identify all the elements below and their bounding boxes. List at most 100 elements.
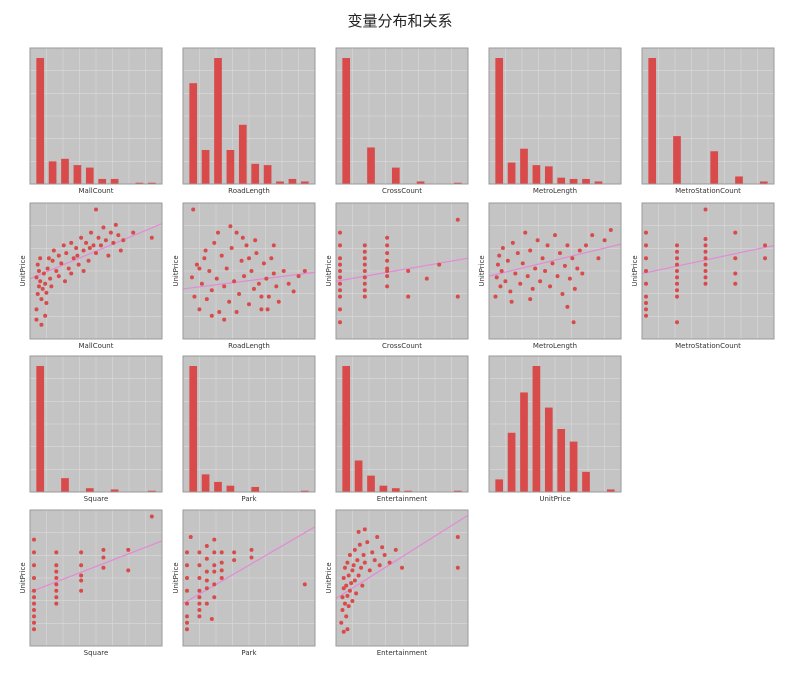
scatter-point [44, 290, 49, 295]
scatter-point [362, 249, 367, 254]
scatter-point [197, 601, 202, 606]
scatter-point [79, 235, 84, 240]
scatter-point [79, 588, 84, 593]
scatter-point [98, 243, 103, 248]
scatter-point [385, 243, 390, 248]
scatter-point [224, 266, 229, 271]
scatter-point [338, 262, 342, 267]
scatter-point [274, 284, 279, 289]
scatter-point [367, 568, 372, 573]
scatter-point [567, 276, 572, 281]
scatter-point [121, 238, 126, 243]
scatter-point [39, 322, 44, 327]
scatter-point [515, 251, 520, 256]
scatter-point [54, 269, 59, 273]
scatter-point [81, 248, 86, 253]
scatter-point [340, 595, 345, 600]
histogram-bar [582, 471, 590, 492]
scatter-point [49, 284, 54, 289]
scatter-point [43, 281, 48, 286]
scatter-point [347, 588, 352, 593]
scatter-point [644, 269, 648, 273]
scatter-point [51, 248, 56, 253]
scatter-point [214, 276, 219, 281]
scatter-point [565, 304, 570, 309]
scatter-point [251, 286, 256, 291]
scatter-point [377, 563, 382, 568]
histogram-bar [214, 58, 222, 184]
histogram-bar [342, 366, 351, 492]
scatter-point [528, 248, 533, 253]
panel-frame [335, 355, 469, 493]
scatter-point [54, 576, 59, 580]
histogram-bar [495, 58, 504, 184]
histogram-bar [201, 474, 210, 492]
scatter-point [357, 542, 362, 547]
scatter-point [608, 228, 613, 233]
scatter-point [338, 320, 342, 325]
scatter-point [455, 217, 460, 222]
panel-frame [488, 355, 622, 493]
scatter-point [455, 565, 460, 570]
scatter-point [530, 286, 535, 291]
regression-line [29, 540, 163, 593]
scatter-point [212, 582, 217, 587]
histogram-bar [36, 366, 45, 492]
scatter-point [562, 263, 567, 268]
hist-crosscount-panel: CrossCount [335, 47, 469, 195]
scatter-point [733, 271, 738, 276]
histogram-bar [189, 366, 198, 492]
histogram-bar [110, 489, 119, 492]
scatter-point [126, 568, 131, 573]
histogram-bar [226, 149, 235, 184]
scatter-point [94, 251, 98, 256]
panel-frame [335, 47, 469, 185]
scatter-point [338, 230, 342, 235]
panel-frame [29, 355, 163, 493]
regression-line [335, 514, 469, 599]
scatter-point [32, 595, 36, 600]
scatter-point [54, 563, 59, 568]
scatter-point [69, 271, 74, 276]
scatter-point [703, 249, 708, 254]
scatter-point [509, 299, 514, 304]
scatter-point [703, 256, 708, 261]
scatter-point [222, 284, 227, 289]
scatter-point [345, 593, 350, 598]
histogram-bar [569, 178, 578, 184]
scatter-point [202, 256, 207, 261]
scatter-point [520, 261, 525, 266]
scatter-point [237, 292, 242, 297]
scatter-point [345, 627, 350, 632]
scatter-point [247, 256, 251, 261]
panel-frame [182, 355, 316, 493]
scatter-point [32, 627, 36, 632]
x-axis-label: Entertainment [377, 649, 428, 657]
scatter-point [32, 588, 36, 593]
regression-line [335, 257, 469, 282]
scatter-point [365, 540, 370, 545]
scatter-point [352, 547, 357, 552]
x-axis-label: MallCount [78, 187, 113, 195]
scatter-point [197, 608, 202, 612]
scatter-point [34, 317, 39, 322]
scatter-point [362, 256, 367, 261]
histogram-bar [557, 429, 566, 492]
y-axis-label: UnitPrice [19, 255, 27, 286]
scatter-point [584, 243, 588, 248]
scatter-point [596, 256, 601, 261]
histogram-bar [61, 478, 69, 492]
x-axis-label: MallCount [78, 342, 113, 350]
scatter-point [79, 563, 84, 568]
scatter-point [341, 576, 346, 580]
histogram-bar [85, 167, 94, 184]
scatter-entertainment-panel: UnitPrice Entertainment [325, 509, 469, 657]
scatter-point [247, 302, 251, 307]
histogram-bar [495, 479, 504, 492]
histogram-bar [276, 181, 284, 184]
histogram-bar [48, 161, 57, 184]
scatter-point [535, 238, 540, 243]
scatter-point [341, 629, 346, 634]
histogram-bar [73, 165, 82, 184]
scatter-point [296, 274, 301, 279]
